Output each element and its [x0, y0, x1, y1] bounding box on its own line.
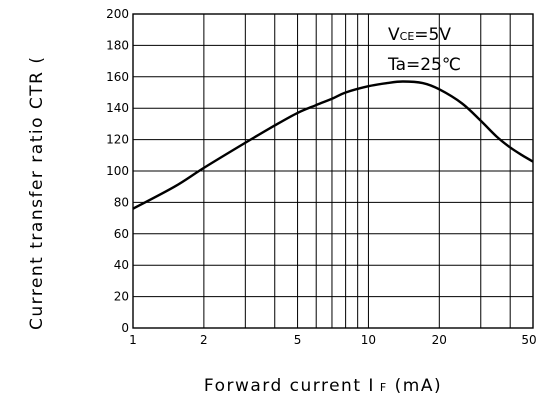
- y-tick-label: 180: [106, 38, 129, 52]
- x-tick-label: 2: [200, 333, 208, 347]
- y-tick-label: 160: [106, 70, 129, 84]
- x-tick-label: 10: [361, 333, 376, 347]
- y-tick-label: 100: [106, 164, 129, 178]
- y-tick-label: 200: [106, 7, 129, 21]
- x-tick-label: 50: [521, 333, 536, 347]
- y-axis-title: Current transfer ratio CTR (: [27, 56, 47, 331]
- x-tick-label: 1: [129, 333, 137, 347]
- y-tick-label: 0: [121, 321, 129, 335]
- y-tick-label: 40: [114, 258, 129, 272]
- y-tick-label: 140: [106, 101, 129, 115]
- y-tick-label: 20: [114, 290, 129, 304]
- x-tick-labels: 1 2 5 10 20 50: [129, 333, 536, 347]
- ctr-curve: [132, 80, 534, 210]
- y-tick-labels: 0 20 40 60 80 100 120 140 160 180 200: [106, 7, 129, 335]
- grid: [133, 14, 533, 328]
- plot-frame: [132, 13, 534, 329]
- y-tick-label: 80: [114, 195, 129, 209]
- x-tick-label: 20: [432, 333, 447, 347]
- y-tick-label: 60: [114, 227, 129, 241]
- y-tick-label: 120: [106, 133, 129, 147]
- annotation-ta: Ta=25℃: [387, 55, 461, 75]
- annotation-vce: VCE=5V: [388, 25, 451, 45]
- x-tick-label: 5: [294, 333, 302, 347]
